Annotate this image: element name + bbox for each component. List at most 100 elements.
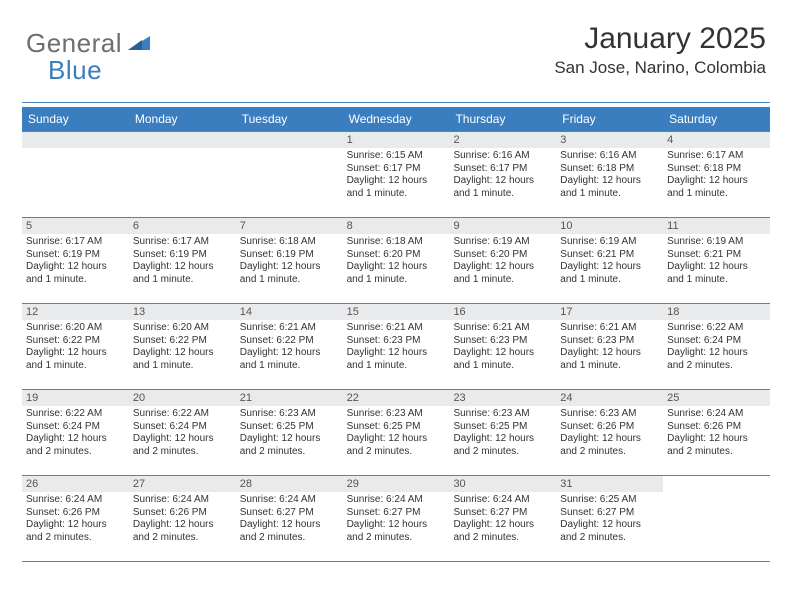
day-number: 29	[343, 476, 450, 492]
calendar-week: 5Sunrise: 6:17 AMSunset: 6:19 PMDaylight…	[22, 217, 770, 303]
day-number: 7	[236, 218, 343, 234]
day-info: Sunrise: 6:21 AMSunset: 6:22 PMDaylight:…	[240, 322, 339, 372]
day-info: Sunrise: 6:20 AMSunset: 6:22 PMDaylight:…	[26, 322, 125, 372]
day-info: Sunrise: 6:21 AMSunset: 6:23 PMDaylight:…	[560, 322, 659, 372]
day-info: Sunrise: 6:24 AMSunset: 6:27 PMDaylight:…	[347, 494, 446, 544]
day-number: 12	[22, 304, 129, 320]
day-info: Sunrise: 6:22 AMSunset: 6:24 PMDaylight:…	[667, 322, 766, 372]
day-info: Sunrise: 6:24 AMSunset: 6:27 PMDaylight:…	[240, 494, 339, 544]
calendar-cell: 21 Sunrise: 6:23 AMSunset: 6:25 PMDayligh…	[236, 389, 343, 475]
day-info: Sunrise: 6:20 AMSunset: 6:22 PMDaylight:…	[133, 322, 232, 372]
logo-text-general: General	[26, 28, 122, 58]
calendar-cell: 26 Sunrise: 6:24 AMSunset: 6:26 PMDayligh…	[22, 475, 129, 561]
day-info: Sunrise: 6:23 AMSunset: 6:26 PMDaylight:…	[560, 408, 659, 458]
calendar-cell: 30 Sunrise: 6:24 AMSunset: 6:27 PMDayligh…	[449, 475, 556, 561]
location-label: San Jose, Narino, Colombia	[554, 58, 766, 78]
bottom-rule	[22, 561, 770, 562]
calendar-cell: 20 Sunrise: 6:22 AMSunset: 6:24 PMDayligh…	[129, 389, 236, 475]
calendar-cell: 1Sunrise: 6:15 AMSunset: 6:17 PMDaylight…	[343, 131, 450, 217]
calendar-week: 1Sunrise: 6:15 AMSunset: 6:17 PMDaylight…	[22, 131, 770, 217]
day-info: Sunrise: 6:24 AMSunset: 6:26 PMDaylight:…	[133, 494, 232, 544]
day-info: Sunrise: 6:17 AMSunset: 6:18 PMDaylight:…	[667, 150, 766, 200]
day-info: Sunrise: 6:24 AMSunset: 6:26 PMDaylight:…	[26, 494, 125, 544]
day-info: Sunrise: 6:22 AMSunset: 6:24 PMDaylight:…	[26, 408, 125, 458]
day-info: Sunrise: 6:15 AMSunset: 6:17 PMDaylight:…	[347, 150, 446, 200]
day-number: 13	[129, 304, 236, 320]
header-right: January 2025 San Jose, Narino, Colombia	[554, 22, 766, 78]
logo-text-blue: Blue	[48, 55, 150, 86]
calendar-cell: 3 Sunrise: 6:16 AMSunset: 6:18 PMDaylight…	[556, 131, 663, 217]
day-info: Sunrise: 6:21 AMSunset: 6:23 PMDaylight:…	[453, 322, 552, 372]
day-number: 6	[129, 218, 236, 234]
weekday-friday: Friday	[556, 107, 663, 131]
day-number: 22	[343, 390, 450, 406]
calendar-cell: 24 Sunrise: 6:23 AMSunset: 6:26 PMDayligh…	[556, 389, 663, 475]
day-number: 27	[129, 476, 236, 492]
weekday-tuesday: Tuesday	[236, 107, 343, 131]
day-info: Sunrise: 6:16 AMSunset: 6:17 PMDaylight:…	[453, 150, 552, 200]
day-number: 31	[556, 476, 663, 492]
day-number: 18	[663, 304, 770, 320]
day-number: 10	[556, 218, 663, 234]
day-info: Sunrise: 6:24 AMSunset: 6:26 PMDaylight:…	[667, 408, 766, 458]
day-info: Sunrise: 6:18 AMSunset: 6:20 PMDaylight:…	[347, 236, 446, 286]
day-number-empty	[22, 132, 129, 148]
calendar-cell: 7 Sunrise: 6:18 AMSunset: 6:19 PMDaylight…	[236, 217, 343, 303]
calendar-cell: 12 Sunrise: 6:20 AMSunset: 6:22 PMDayligh…	[22, 303, 129, 389]
day-info: Sunrise: 6:21 AMSunset: 6:23 PMDaylight:…	[347, 322, 446, 372]
day-number: 26	[22, 476, 129, 492]
calendar-cell: 14 Sunrise: 6:21 AMSunset: 6:22 PMDayligh…	[236, 303, 343, 389]
calendar-cell: 22 Sunrise: 6:23 AMSunset: 6:25 PMDayligh…	[343, 389, 450, 475]
calendar-cell	[663, 475, 770, 561]
day-number: 30	[449, 476, 556, 492]
weekday-thursday: Thursday	[449, 107, 556, 131]
day-info: Sunrise: 6:22 AMSunset: 6:24 PMDaylight:…	[133, 408, 232, 458]
day-number-empty	[236, 132, 343, 148]
weekday-monday: Monday	[129, 107, 236, 131]
calendar-cell: 16 Sunrise: 6:21 AMSunset: 6:23 PMDayligh…	[449, 303, 556, 389]
day-number: 3	[556, 132, 663, 148]
day-info: Sunrise: 6:23 AMSunset: 6:25 PMDaylight:…	[453, 408, 552, 458]
day-number: 17	[556, 304, 663, 320]
weekday-sunday: Sunday	[22, 107, 129, 131]
calendar-cell	[129, 131, 236, 217]
day-number: 8	[343, 218, 450, 234]
calendar: Sunday Monday Tuesday Wednesday Thursday…	[22, 107, 770, 562]
day-info: Sunrise: 6:25 AMSunset: 6:27 PMDaylight:…	[560, 494, 659, 544]
day-number: 21	[236, 390, 343, 406]
day-number-empty	[129, 132, 236, 148]
day-info: Sunrise: 6:23 AMSunset: 6:25 PMDaylight:…	[347, 408, 446, 458]
calendar-cell: 10Sunrise: 6:19 AMSunset: 6:21 PMDayligh…	[556, 217, 663, 303]
day-number: 14	[236, 304, 343, 320]
calendar-cell: 11Sunrise: 6:19 AMSunset: 6:21 PMDayligh…	[663, 217, 770, 303]
calendar-cell: 19 Sunrise: 6:22 AMSunset: 6:24 PMDayligh…	[22, 389, 129, 475]
calendar-week: 12Sunrise: 6:20 AMSunset: 6:22 PMDayligh…	[22, 303, 770, 389]
weekday-header: Sunday Monday Tuesday Wednesday Thursday…	[22, 107, 770, 131]
header-rule	[22, 102, 770, 103]
day-number: 16	[449, 304, 556, 320]
day-number: 24	[556, 390, 663, 406]
day-number: 19	[22, 390, 129, 406]
calendar-cell: 8 Sunrise: 6:18 AMSunset: 6:20 PMDaylight…	[343, 217, 450, 303]
day-number: 28	[236, 476, 343, 492]
day-number: 25	[663, 390, 770, 406]
day-info: Sunrise: 6:23 AMSunset: 6:25 PMDaylight:…	[240, 408, 339, 458]
day-number: 11	[663, 218, 770, 234]
calendar-cell: 2Sunrise: 6:16 AMSunset: 6:17 PMDaylight…	[449, 131, 556, 217]
day-info: Sunrise: 6:17 AMSunset: 6:19 PMDaylight:…	[26, 236, 125, 286]
calendar-cell: 5Sunrise: 6:17 AMSunset: 6:19 PMDaylight…	[22, 217, 129, 303]
day-number: 9	[449, 218, 556, 234]
day-number: 20	[129, 390, 236, 406]
calendar-cell: 29 Sunrise: 6:24 AMSunset: 6:27 PMDayligh…	[343, 475, 450, 561]
calendar-cell	[236, 131, 343, 217]
calendar-week: 19Sunrise: 6:22 AMSunset: 6:24 PMDayligh…	[22, 389, 770, 475]
calendar-cell: 23Sunrise: 6:23 AMSunset: 6:25 PMDayligh…	[449, 389, 556, 475]
calendar-cell: 9Sunrise: 6:19 AMSunset: 6:20 PMDaylight…	[449, 217, 556, 303]
calendar-cell: 27 Sunrise: 6:24 AMSunset: 6:26 PMDayligh…	[129, 475, 236, 561]
logo: General Blue	[26, 28, 150, 86]
calendar-cell: 6Sunrise: 6:17 AMSunset: 6:19 PMDaylight…	[129, 217, 236, 303]
day-info: Sunrise: 6:24 AMSunset: 6:27 PMDaylight:…	[453, 494, 552, 544]
calendar-cell: 4Sunrise: 6:17 AMSunset: 6:18 PMDaylight…	[663, 131, 770, 217]
day-info: Sunrise: 6:18 AMSunset: 6:19 PMDaylight:…	[240, 236, 339, 286]
day-info: Sunrise: 6:16 AMSunset: 6:18 PMDaylight:…	[560, 150, 659, 200]
